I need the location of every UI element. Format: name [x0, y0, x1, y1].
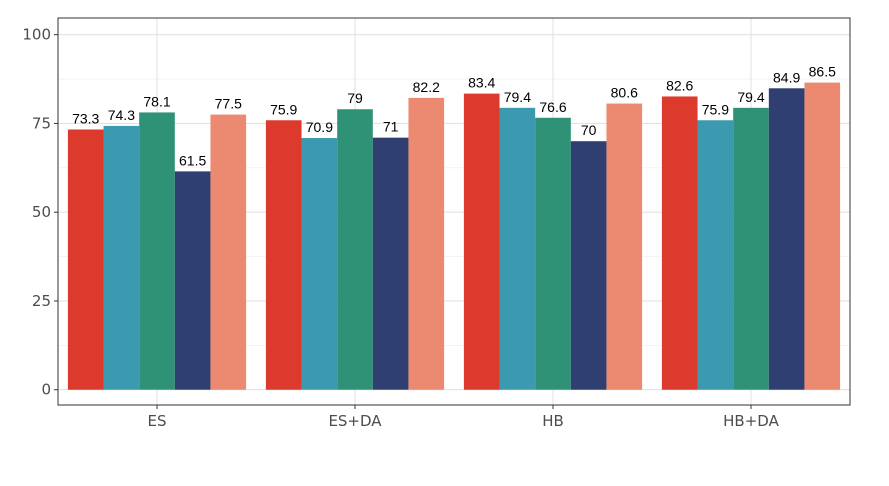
plot-border: [57, 17, 851, 406]
bar: [733, 107, 769, 390]
x-tick-label: ES: [148, 412, 167, 430]
bar-value-label: 70: [581, 122, 597, 138]
bar: [768, 88, 805, 390]
bar: [174, 171, 211, 390]
bar: [661, 96, 698, 390]
bar: [570, 141, 607, 390]
x-tick-label: HB: [542, 412, 564, 430]
bar: [67, 129, 104, 390]
bar-value-label: 79: [347, 90, 363, 106]
bar-value-label: 86.5: [809, 64, 836, 80]
x-tick-label: HB+DA: [723, 412, 779, 430]
bar-value-label: 73.3: [72, 110, 99, 126]
bar: [463, 93, 500, 390]
bar-value-label: 76.6: [539, 99, 566, 115]
bar: [210, 114, 247, 390]
bar-value-label: 82.6: [666, 77, 693, 93]
bar: [301, 138, 338, 390]
bar-value-label: 78.1: [143, 93, 170, 109]
bar-value-label: 70.9: [306, 119, 333, 135]
y-tick-label: 25: [32, 292, 51, 310]
y-tick-label: 100: [22, 26, 51, 44]
bars: [67, 82, 841, 390]
bar-value-label: 71: [383, 119, 399, 135]
y-axis: 0 25 50 75 100: [22, 26, 58, 399]
bar: [535, 117, 571, 390]
bar-value-label: 74.3: [108, 107, 135, 123]
bar-value-label: 83.4: [468, 75, 495, 91]
y-tick-label: 0: [41, 381, 51, 399]
y-tick-label: 50: [32, 203, 51, 221]
bar: [265, 120, 302, 390]
bar: [139, 112, 175, 390]
bar-value-label: 61.5: [179, 152, 206, 168]
bar-value-label: 80.6: [611, 85, 638, 101]
bar: [337, 109, 373, 390]
bar-value-label: 84.9: [773, 69, 800, 85]
x-axis: ES ES+DA HB HB+DA: [148, 405, 780, 430]
bar: [606, 103, 643, 390]
bar-value-label: 75.9: [270, 101, 297, 117]
x-tick-label: ES+DA: [328, 412, 382, 430]
bar-value-label: 79.4: [504, 89, 531, 105]
bar-value-label: 75.9: [702, 101, 729, 117]
bar: [697, 120, 734, 390]
bar-value-label: 79.4: [737, 89, 764, 105]
bar: [408, 97, 445, 390]
bar: [499, 107, 536, 390]
bar: [103, 125, 140, 390]
bar-value-label: 77.5: [215, 96, 242, 112]
bar-value-label: 82.2: [413, 79, 440, 95]
bar: [372, 137, 409, 390]
y-tick-label: 75: [32, 114, 51, 132]
data-labels: 73.3 74.3 78.1 61.5 77.5 75.9 70.9 79 71 82.2 83.4…: [72, 64, 836, 169]
bar: [804, 82, 841, 390]
